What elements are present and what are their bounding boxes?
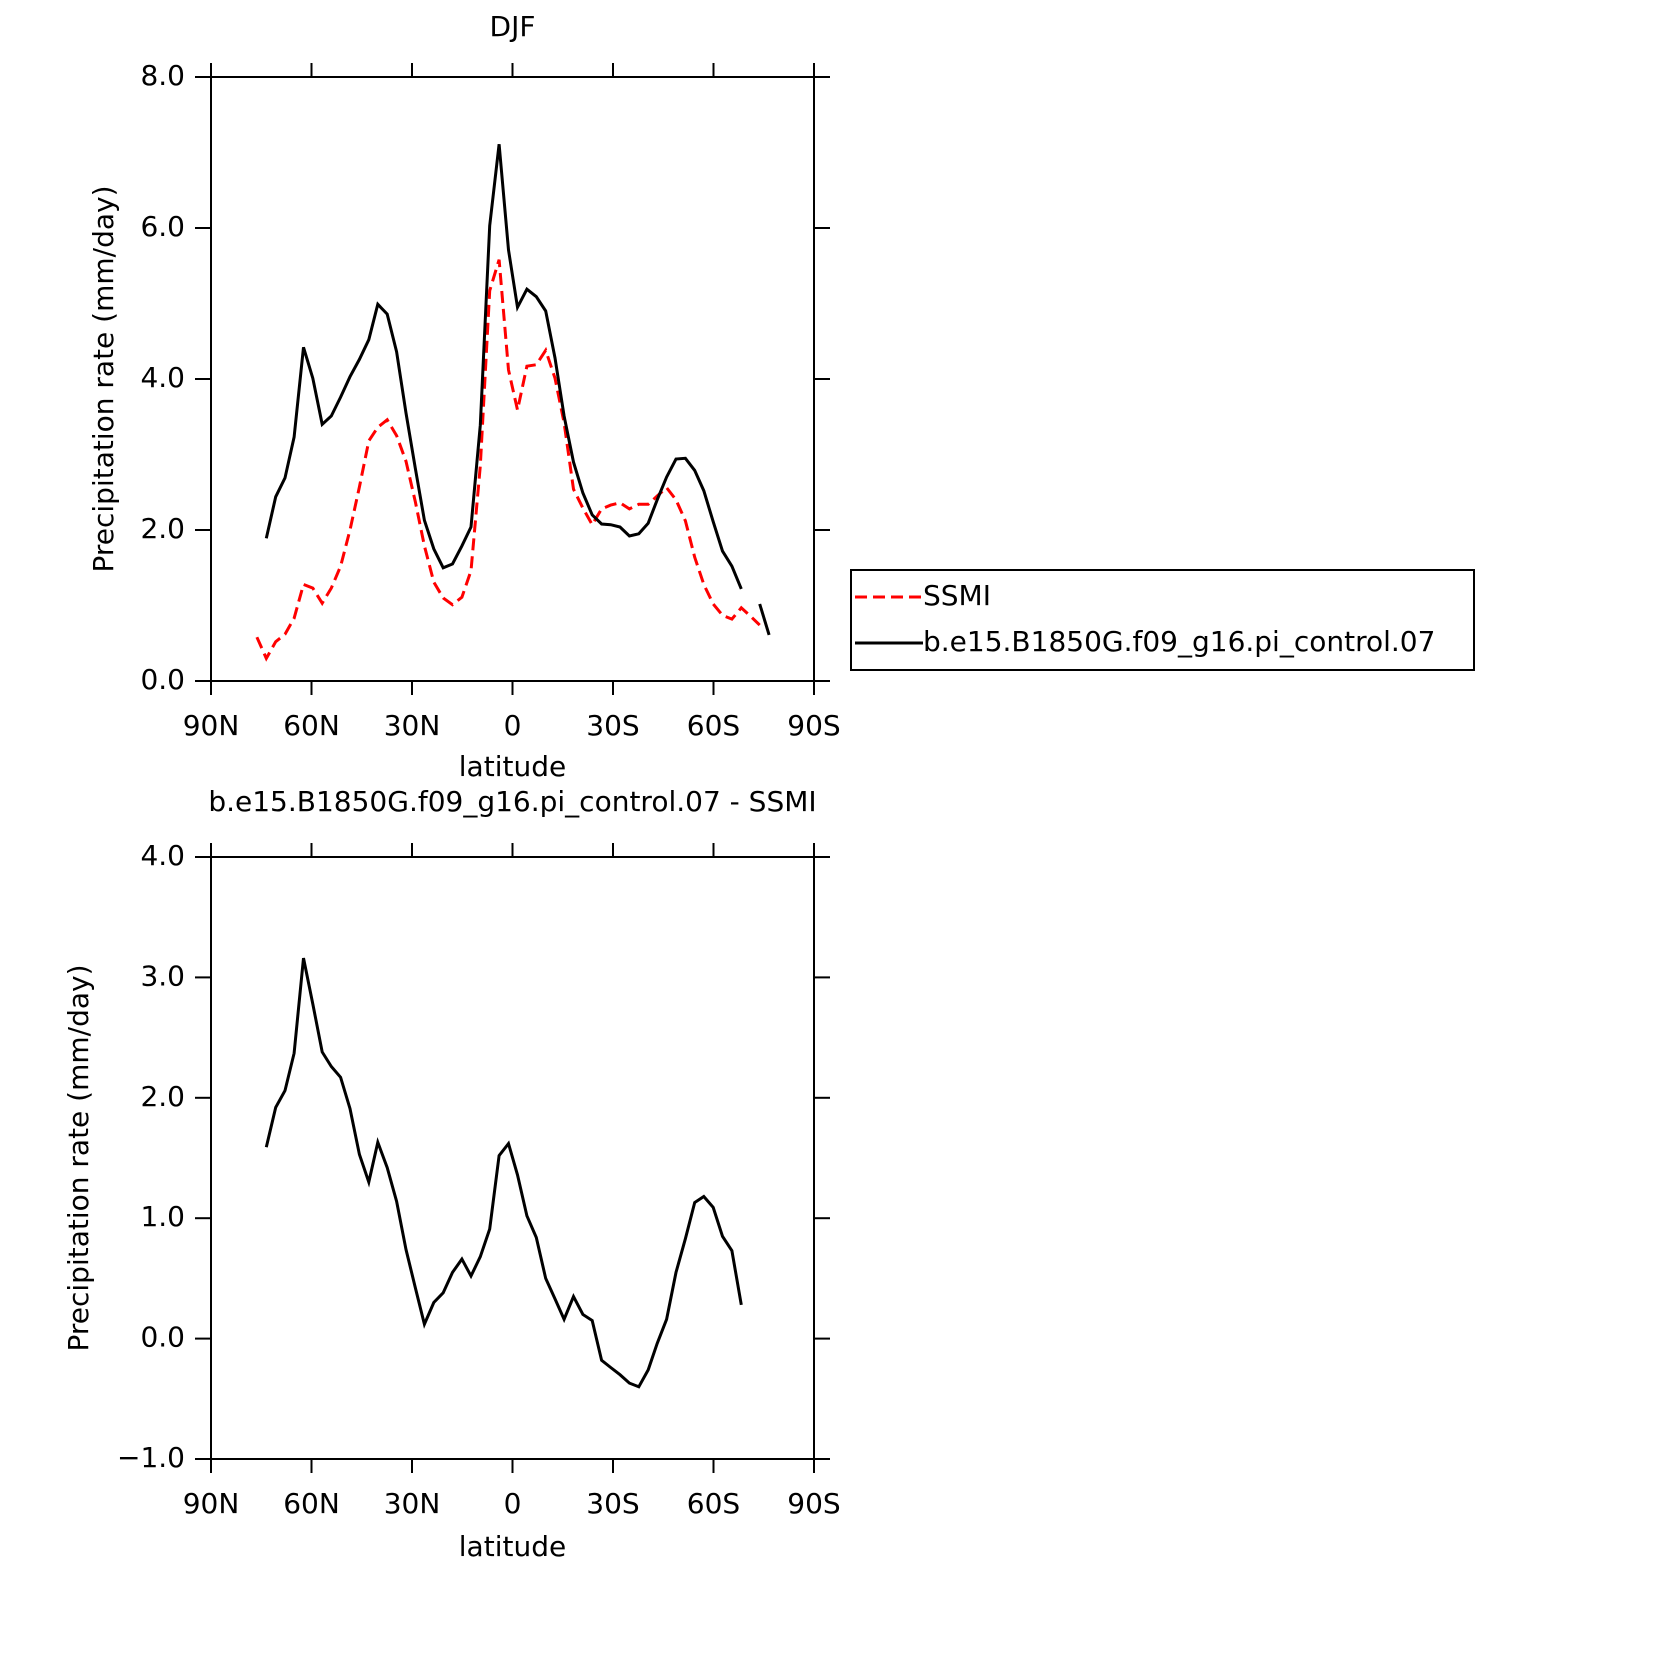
legend-box bbox=[850, 569, 1475, 671]
y-tick-label: 0.0 bbox=[140, 1321, 185, 1354]
x-tick-label: 0 bbox=[504, 709, 522, 742]
y-tick-label: 1.0 bbox=[140, 1200, 185, 1233]
y-tick-label: 3.0 bbox=[140, 959, 185, 992]
y-tick-label: 0.0 bbox=[140, 663, 185, 696]
series-line bbox=[264, 144, 743, 590]
x-tick-label: 30N bbox=[384, 709, 441, 742]
y-tick-label: 8.0 bbox=[140, 59, 185, 92]
series-line bbox=[255, 259, 761, 662]
series-line bbox=[264, 957, 743, 1389]
x-tick-label: 60S bbox=[687, 709, 740, 742]
y-tick-label: 2.0 bbox=[140, 1080, 185, 1113]
x-tick-label: 90S bbox=[787, 1487, 840, 1520]
x-axis-label: latitude bbox=[459, 750, 566, 783]
x-tick-label: 90N bbox=[183, 709, 240, 742]
y-tick-label: −1.0 bbox=[117, 1441, 185, 1474]
x-tick-label: 60N bbox=[283, 709, 340, 742]
series-line bbox=[758, 603, 771, 636]
y-tick-label: 2.0 bbox=[140, 512, 185, 545]
y-tick-label: 4.0 bbox=[140, 839, 185, 872]
x-tick-label: 30N bbox=[384, 1487, 441, 1520]
y-axis-label: Precipitation rate (mm/day) bbox=[62, 964, 95, 1351]
x-tick-label: 60S bbox=[687, 1487, 740, 1520]
x-tick-label: 60N bbox=[283, 1487, 340, 1520]
legend-label: SSMI bbox=[923, 579, 991, 612]
y-tick-label: 6.0 bbox=[140, 210, 185, 243]
x-tick-label: 30S bbox=[586, 1487, 639, 1520]
x-tick-label: 30S bbox=[586, 709, 639, 742]
x-axis-label: latitude bbox=[459, 1530, 566, 1563]
y-tick-label: 4.0 bbox=[140, 361, 185, 394]
x-tick-label: 90N bbox=[183, 1487, 240, 1520]
chart-title: b.e15.B1850G.f09_g16.pi_control.07 - SSM… bbox=[208, 785, 816, 818]
y-axis-label: Precipitation rate (mm/day) bbox=[87, 185, 120, 572]
x-tick-label: 0 bbox=[504, 1487, 522, 1520]
legend-label: b.e15.B1850G.f09_g16.pi_control.07 bbox=[923, 625, 1435, 658]
chart-title: DJF bbox=[490, 10, 536, 43]
x-tick-label: 90S bbox=[787, 709, 840, 742]
